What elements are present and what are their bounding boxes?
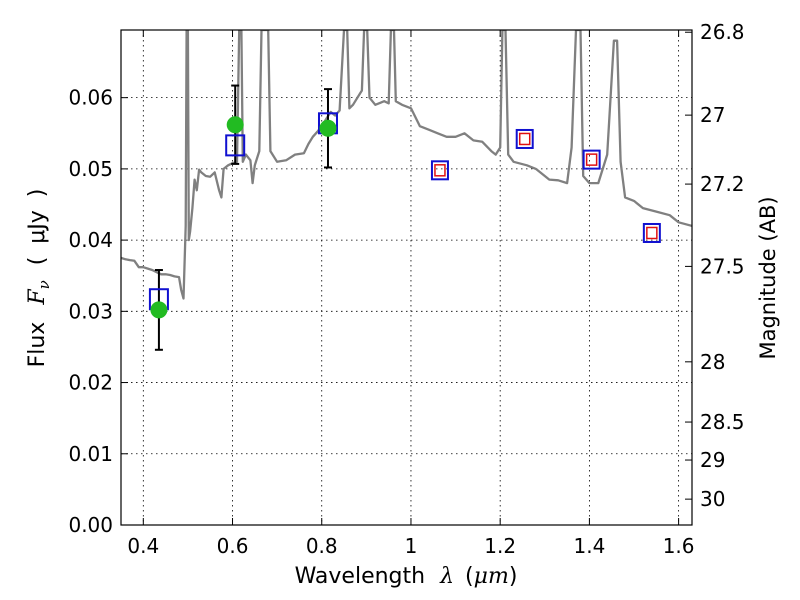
- y-tick-label-0-06: 0.06: [68, 86, 113, 110]
- red-square-0: [434, 164, 446, 177]
- x-axis-label-paren-open: (: [465, 564, 474, 589]
- y-tick-label-0: 0.00: [68, 513, 113, 537]
- observed-point-2: [319, 119, 337, 137]
- series-layer: [121, 30, 692, 351]
- y-tick-label-0-03: 0.03: [68, 299, 113, 323]
- mag-tick-label-30: 30: [700, 487, 725, 511]
- x-axis-label-unit: μm: [474, 564, 509, 589]
- y-axis-label-symbol: F: [25, 289, 50, 306]
- model-square-small-2: [582, 149, 601, 170]
- axes: 0.4 0.6 0.8 1 1.2 1.4 1.6 0.00 0.01 0.02 0.03 0.04 0…: [68, 20, 744, 558]
- x-tick-label-1-6: 1.6: [663, 534, 695, 558]
- y-tick-label-0-02: 0.02: [68, 371, 113, 395]
- y-axis-label-unit: μJy: [25, 210, 50, 244]
- y-axis-label-paren-open: (: [25, 257, 50, 266]
- x-tick-label-0-6: 0.6: [217, 534, 249, 558]
- y2-axis-label: Magnitude (AB): [756, 196, 780, 359]
- mag-tick-label-27-5: 27.5: [700, 254, 745, 278]
- y-tick-label-0-01: 0.01: [68, 442, 113, 466]
- mag-tick-label-29: 29: [700, 448, 725, 472]
- y-tick-label-0-04: 0.04: [68, 228, 113, 252]
- red-square-3: [646, 226, 658, 240]
- mag-tick-label-26-8: 26.8: [700, 20, 745, 44]
- y-axis-label: Flux Fν ( μJy ): [25, 189, 55, 368]
- grid-lines: [121, 30, 692, 526]
- model-square-small-3: [642, 222, 661, 243]
- red-square-1: [518, 132, 531, 146]
- model-square-small-1: [515, 128, 534, 149]
- x-tick-label-1-4: 1.4: [573, 534, 605, 558]
- x-tick-label-0-8: 0.8: [306, 534, 338, 558]
- x-axis-label: Wavelength λ (μm): [295, 564, 518, 589]
- x-tick-label-0-4: 0.4: [127, 534, 159, 558]
- mag-tick-label-28: 28: [700, 350, 725, 374]
- y-axis-label-text: Flux: [25, 322, 50, 368]
- x-tick-label-1-2: 1.2: [484, 534, 516, 558]
- plot-frame: [120, 29, 693, 526]
- mag-tick-label-27-2: 27.2: [700, 172, 745, 196]
- y-tick-label-0-05: 0.05: [68, 157, 113, 181]
- x-axis-label-text: Wavelength: [295, 564, 426, 589]
- observed-point-0: [150, 301, 168, 319]
- mag-tick-label-27: 27: [700, 103, 725, 127]
- model-square-small-0: [430, 160, 449, 181]
- y-axis-label-subscript: ν: [35, 280, 53, 289]
- y-axis-label-paren-close: ): [25, 189, 50, 198]
- x-tick-label-1: 1: [405, 534, 418, 558]
- model-square-large-1: [225, 134, 246, 157]
- spectrum-line: [121, 30, 692, 300]
- x-axis-label-symbol: λ: [439, 564, 454, 589]
- observed-point-1: [226, 116, 244, 134]
- x-axis-label-paren-close: ): [509, 564, 518, 589]
- mag-tick-label-28-5: 28.5: [700, 410, 745, 434]
- red-square-2: [585, 153, 598, 166]
